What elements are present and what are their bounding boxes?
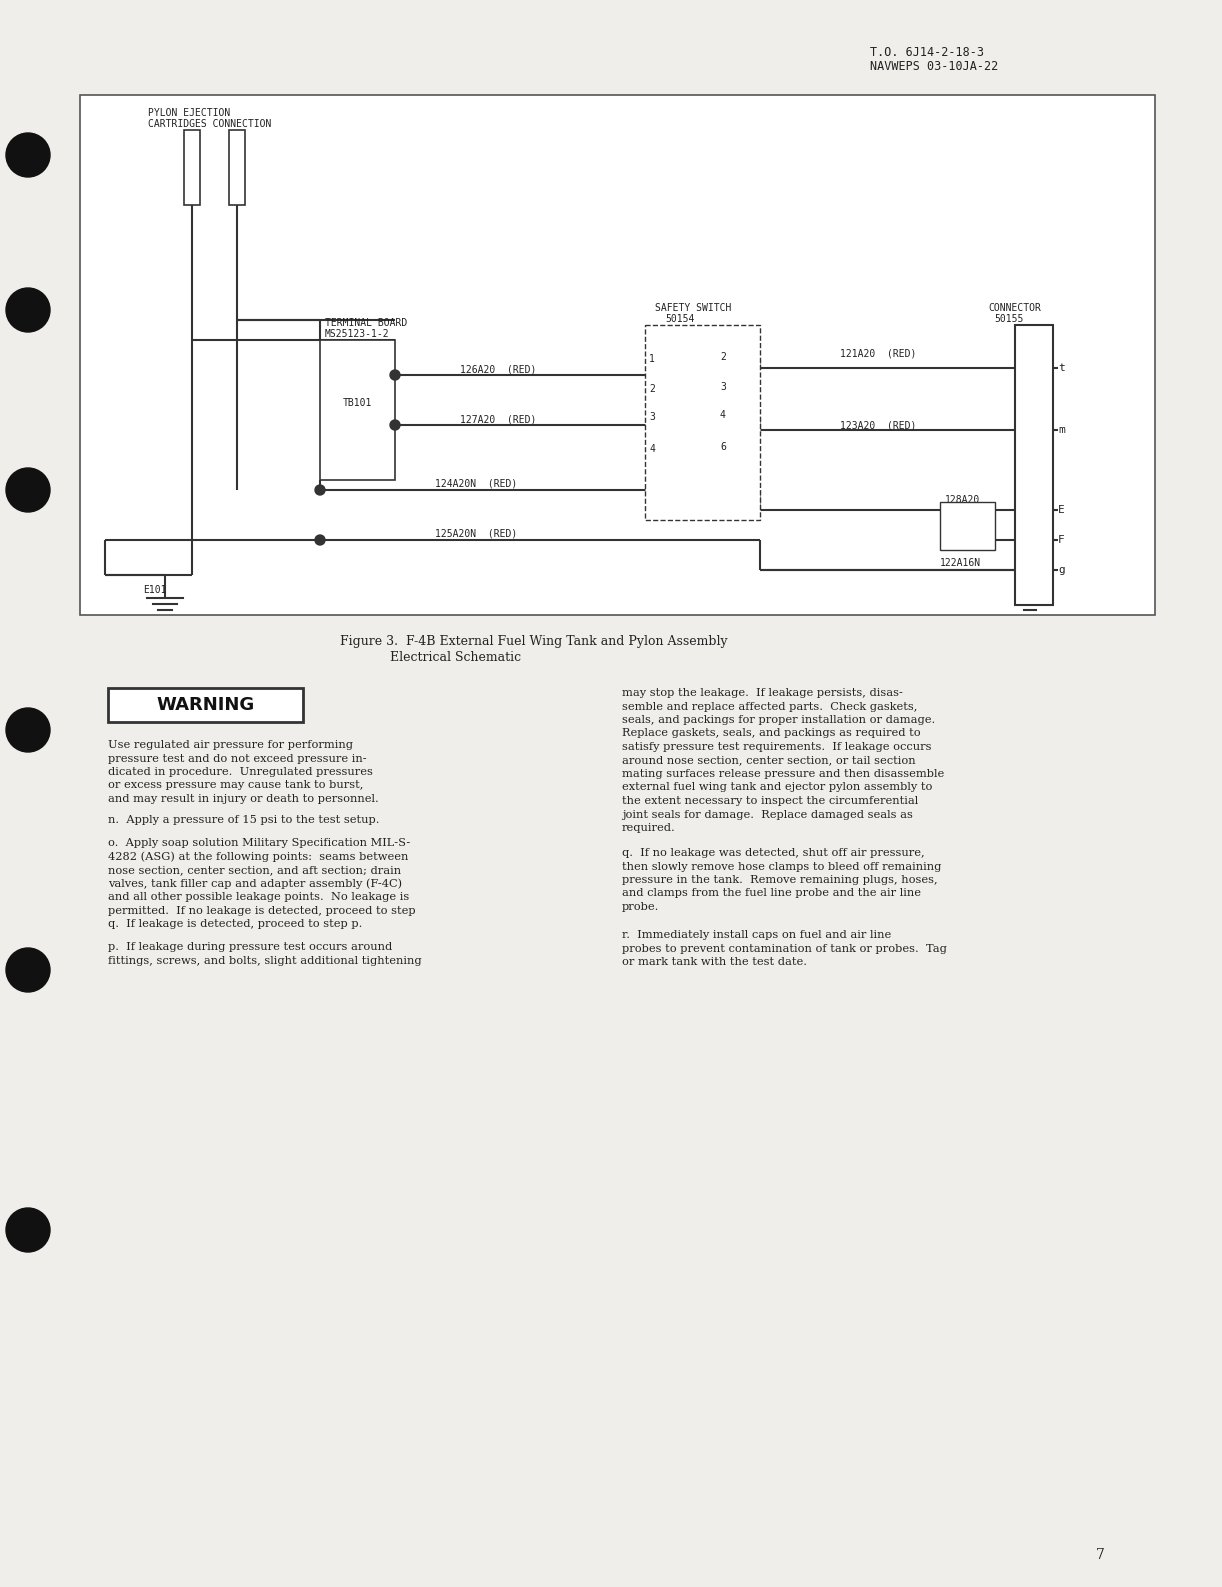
- Text: around nose section, center section, or tail section: around nose section, center section, or …: [622, 755, 915, 765]
- Text: p.  If leakage during pressure test occurs around: p. If leakage during pressure test occur…: [108, 943, 392, 952]
- Circle shape: [6, 287, 50, 332]
- Circle shape: [6, 1208, 50, 1252]
- Circle shape: [6, 708, 50, 752]
- Text: dicated in procedure.  Unregulated pressures: dicated in procedure. Unregulated pressu…: [108, 767, 373, 778]
- Bar: [320, 340, 395, 479]
- Circle shape: [6, 133, 50, 178]
- Text: may stop the leakage.  If leakage persists, disas-: may stop the leakage. If leakage persist…: [622, 689, 903, 698]
- Text: n.  Apply a pressure of 15 psi to the test setup.: n. Apply a pressure of 15 psi to the tes…: [108, 816, 380, 825]
- Bar: [185, 130, 200, 205]
- Text: m: m: [1058, 425, 1064, 435]
- Text: Replace gaskets, seals, and packings as required to: Replace gaskets, seals, and packings as …: [622, 728, 920, 738]
- Text: 122A16N: 122A16N: [940, 559, 981, 568]
- Text: Figure 3.  F-4B External Fuel Wing Tank and Pylon Assembly: Figure 3. F-4B External Fuel Wing Tank a…: [340, 635, 727, 647]
- Text: then slowly remove hose clamps to bleed off remaining: then slowly remove hose clamps to bleed …: [622, 862, 941, 871]
- Text: and clamps from the fuel line probe and the air line: and clamps from the fuel line probe and …: [622, 889, 921, 898]
- Circle shape: [315, 535, 325, 544]
- Bar: [108, 689, 303, 722]
- Text: Use regulated air pressure for performing: Use regulated air pressure for performin…: [108, 740, 353, 751]
- Text: required.: required.: [622, 824, 676, 833]
- Text: 3: 3: [720, 382, 726, 392]
- Text: TB101: TB101: [343, 398, 373, 408]
- Text: 3: 3: [649, 413, 655, 422]
- Text: probe.: probe.: [622, 901, 660, 913]
- Text: 4: 4: [720, 409, 726, 421]
- Text: semble and replace affected parts.  Check gaskets,: semble and replace affected parts. Check…: [622, 701, 918, 711]
- Text: 127A20  (RED): 127A20 (RED): [459, 414, 536, 424]
- Text: o.  Apply soap solution Military Specification MIL-S-: o. Apply soap solution Military Specific…: [108, 838, 411, 847]
- Text: CARTRIDGES CONNECTION: CARTRIDGES CONNECTION: [148, 119, 271, 129]
- Text: 7: 7: [1096, 1547, 1105, 1562]
- Bar: [1015, 325, 1053, 605]
- Bar: [645, 325, 760, 521]
- Text: T.O. 6J14-2-18-3: T.O. 6J14-2-18-3: [870, 46, 984, 59]
- Text: or mark tank with the test date.: or mark tank with the test date.: [622, 957, 807, 966]
- Text: SAFETY SWITCH: SAFETY SWITCH: [655, 303, 732, 313]
- Text: q.  If leakage is detected, proceed to step p.: q. If leakage is detected, proceed to st…: [108, 919, 363, 928]
- Text: external fuel wing tank and ejector pylon assembly to: external fuel wing tank and ejector pylo…: [622, 782, 932, 792]
- Text: r.  Immediately install caps on fuel and air line: r. Immediately install caps on fuel and …: [622, 930, 891, 940]
- Text: fittings, screws, and bolts, slight additional tightening: fittings, screws, and bolts, slight addi…: [108, 955, 422, 965]
- Text: pressure in the tank.  Remove remaining plugs, hoses,: pressure in the tank. Remove remaining p…: [622, 874, 937, 886]
- Text: 128A20: 128A20: [945, 495, 980, 505]
- Circle shape: [6, 468, 50, 513]
- Text: g: g: [1058, 565, 1064, 574]
- Text: pressure test and do not exceed pressure in-: pressure test and do not exceed pressure…: [108, 754, 367, 763]
- Text: valves, tank filler cap and adapter assembly (F-4C): valves, tank filler cap and adapter asse…: [108, 879, 402, 889]
- Text: 50155: 50155: [993, 314, 1023, 324]
- Text: seals, and packings for proper installation or damage.: seals, and packings for proper installat…: [622, 716, 935, 725]
- Text: TERMINAL BOARD: TERMINAL BOARD: [325, 317, 407, 329]
- Text: 123A20  (RED): 123A20 (RED): [840, 421, 916, 430]
- Circle shape: [390, 370, 400, 379]
- Bar: [79, 95, 1155, 616]
- Text: mating surfaces release pressure and then disassemble: mating surfaces release pressure and the…: [622, 770, 945, 779]
- Text: Electrical Schematic: Electrical Schematic: [390, 651, 521, 663]
- Circle shape: [315, 486, 325, 495]
- Circle shape: [390, 421, 400, 430]
- Text: nose section, center section, and aft section; drain: nose section, center section, and aft se…: [108, 865, 401, 874]
- Text: E101: E101: [143, 586, 166, 595]
- Text: 1: 1: [649, 354, 655, 363]
- Text: satisfy pressure test requirements.  If leakage occurs: satisfy pressure test requirements. If l…: [622, 743, 931, 752]
- Text: permitted.  If no leakage is detected, proceed to step: permitted. If no leakage is detected, pr…: [108, 906, 415, 916]
- Text: 125A20N  (RED): 125A20N (RED): [435, 528, 517, 540]
- Text: F: F: [1058, 535, 1064, 544]
- Text: 126A20  (RED): 126A20 (RED): [459, 363, 536, 375]
- Bar: [940, 501, 995, 551]
- Text: 2: 2: [649, 384, 655, 394]
- Bar: [229, 130, 244, 205]
- Text: 2: 2: [720, 352, 726, 362]
- Text: t: t: [1058, 363, 1064, 373]
- Text: 124A20N  (RED): 124A20N (RED): [435, 479, 517, 489]
- Text: probes to prevent contamination of tank or probes.  Tag: probes to prevent contamination of tank …: [622, 944, 947, 954]
- Text: 4282 (ASG) at the following points:  seams between: 4282 (ASG) at the following points: seam…: [108, 852, 408, 862]
- Text: and may result in injury or death to personnel.: and may result in injury or death to per…: [108, 794, 379, 805]
- Text: 121A20  (RED): 121A20 (RED): [840, 349, 916, 359]
- Text: 6: 6: [720, 443, 726, 452]
- Text: MS25123-1-2: MS25123-1-2: [325, 329, 390, 340]
- Text: WARNING: WARNING: [156, 697, 254, 714]
- Text: or excess pressure may cause tank to burst,: or excess pressure may cause tank to bur…: [108, 781, 363, 790]
- Text: joint seals for damage.  Replace damaged seals as: joint seals for damage. Replace damaged …: [622, 809, 913, 819]
- Text: CONNECTOR: CONNECTOR: [989, 303, 1041, 313]
- Text: q.  If no leakage was detected, shut off air pressure,: q. If no leakage was detected, shut off …: [622, 847, 925, 859]
- Text: E: E: [1058, 505, 1064, 516]
- Text: 4: 4: [649, 444, 655, 454]
- Text: and all other possible leakage points.  No leakage is: and all other possible leakage points. N…: [108, 892, 409, 901]
- Circle shape: [6, 947, 50, 992]
- Text: the extent necessary to inspect the circumferential: the extent necessary to inspect the circ…: [622, 797, 918, 806]
- Text: NAVWEPS 03-10JA-22: NAVWEPS 03-10JA-22: [870, 60, 998, 73]
- Text: PYLON EJECTION: PYLON EJECTION: [148, 108, 230, 117]
- Text: 50154: 50154: [665, 314, 694, 324]
